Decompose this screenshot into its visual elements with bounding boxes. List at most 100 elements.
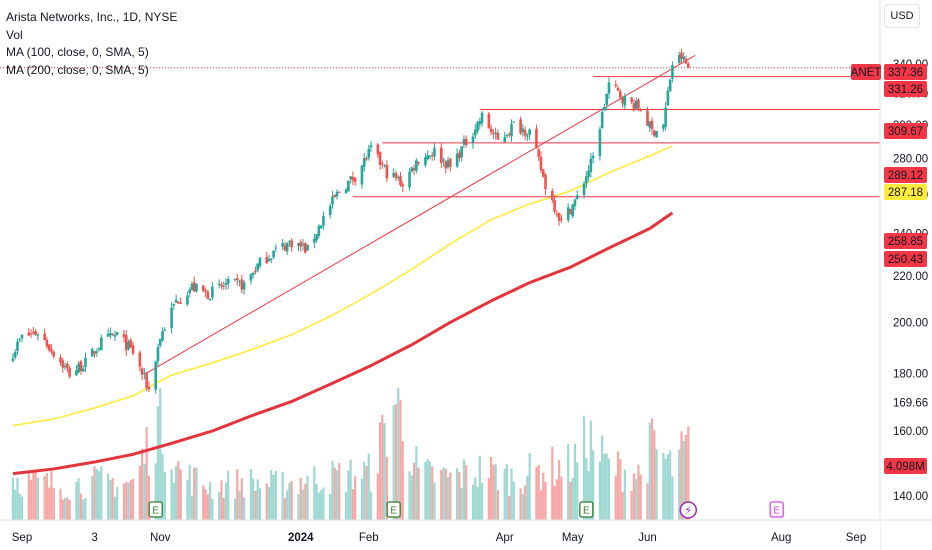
volume-bar xyxy=(111,478,114,522)
svg-text:287.18: 287.18 xyxy=(888,187,923,199)
candle-body xyxy=(603,106,606,111)
earnings-marker-icon[interactable]: E xyxy=(769,501,784,518)
volume-bar xyxy=(505,464,509,522)
volume-bar xyxy=(156,406,160,522)
earnings-marker-icon[interactable]: E xyxy=(386,501,401,518)
candle-body xyxy=(537,149,541,157)
volume-bar xyxy=(224,482,228,522)
candle-body xyxy=(288,241,291,243)
candle-body xyxy=(106,333,110,337)
candle-body xyxy=(63,365,67,368)
candle-body xyxy=(521,128,525,132)
candle-body xyxy=(20,334,24,339)
indicator-volume[interactable]: Vol xyxy=(6,27,23,42)
candle-body xyxy=(662,124,665,129)
volume-bar xyxy=(48,487,51,522)
candle-body xyxy=(109,333,112,336)
earnings-marker-icon[interactable]: E xyxy=(579,501,594,518)
volume-bar xyxy=(487,477,490,522)
candle-body xyxy=(156,347,160,362)
candle-body xyxy=(523,130,527,136)
candle-body xyxy=(45,339,49,347)
volume-bar xyxy=(678,449,681,522)
candle-body xyxy=(93,351,96,355)
volume-bar xyxy=(159,388,162,522)
candle-body xyxy=(652,130,656,136)
volume-bar xyxy=(195,467,198,522)
earnings-marker-icon[interactable]: E xyxy=(148,501,163,518)
volume-bar xyxy=(585,458,588,522)
volume-bar xyxy=(512,481,515,522)
candle-body xyxy=(204,290,207,292)
candle-body xyxy=(303,243,307,253)
volume-bar xyxy=(639,474,642,522)
volume-bar xyxy=(11,477,15,522)
candle-body xyxy=(526,135,529,137)
volume-bar xyxy=(27,472,30,522)
volume-bar xyxy=(84,498,87,522)
candle-body xyxy=(360,165,364,185)
volume-bar xyxy=(252,478,255,522)
volume-bar xyxy=(233,498,237,522)
volume-bar xyxy=(267,486,271,522)
volume-bar xyxy=(306,475,309,522)
volume-bar xyxy=(315,483,318,522)
candle-body xyxy=(36,334,40,336)
volume-bar xyxy=(188,464,191,522)
candle-body xyxy=(551,191,554,201)
volume-bar xyxy=(684,434,688,522)
time-axis-background xyxy=(0,520,880,550)
volume-bar xyxy=(129,480,132,522)
volume-bar xyxy=(573,443,577,522)
x-tick-label: 2024 xyxy=(288,532,314,544)
currency-button[interactable]: USD xyxy=(884,4,920,28)
volume-bar xyxy=(571,477,574,522)
candle-body xyxy=(66,363,69,369)
indicator-ma100[interactable]: MA (100, close, 0, SMA, 5) xyxy=(6,45,149,59)
indicator-ma200[interactable]: MA (200, close, 0, SMA, 5) xyxy=(6,62,149,77)
volume-bar xyxy=(206,494,209,522)
volume-bar xyxy=(508,495,511,522)
candle-body xyxy=(630,97,633,102)
volume-bar xyxy=(401,441,404,522)
candle-body xyxy=(172,303,176,306)
candle-body xyxy=(77,363,80,373)
volume-bar xyxy=(107,473,110,522)
candle-body xyxy=(222,285,226,287)
candle-body xyxy=(680,52,683,59)
candle-body xyxy=(566,207,570,220)
volume-bar xyxy=(426,458,429,522)
candle-body xyxy=(192,282,196,292)
svg-text:258.85: 258.85 xyxy=(888,236,923,248)
candle-body xyxy=(444,161,448,169)
volume-bar xyxy=(474,477,477,522)
candle-body xyxy=(598,129,602,157)
volume-bar xyxy=(671,476,674,522)
volume-bar xyxy=(290,481,293,522)
volume-bar xyxy=(204,489,207,522)
x-tick-label: Apr xyxy=(496,532,514,544)
volume-bar xyxy=(59,488,62,522)
volume-bar xyxy=(669,450,672,522)
symbol-title[interactable]: Arista Networks, Inc., 1D, NYSE xyxy=(6,10,178,24)
volume-bar xyxy=(338,462,341,522)
volume-bar xyxy=(320,490,323,522)
candle-body xyxy=(337,191,341,193)
candle-body xyxy=(95,351,99,353)
price-tag: 289.12 xyxy=(884,167,927,183)
volume-bar xyxy=(351,489,354,522)
candle-body xyxy=(607,82,611,94)
volume-bar xyxy=(95,468,98,522)
volume-bar xyxy=(444,468,447,522)
volume-bar xyxy=(397,388,400,522)
volume-bar xyxy=(172,482,175,522)
candle-body xyxy=(281,243,284,247)
candle-body xyxy=(344,189,348,193)
split-marker-icon[interactable]: ⚡ xyxy=(679,501,698,519)
candle-body xyxy=(478,121,482,125)
candle-body xyxy=(179,302,182,304)
volume-bar xyxy=(193,467,196,522)
candle-body xyxy=(202,285,205,291)
candle-body xyxy=(412,168,416,171)
